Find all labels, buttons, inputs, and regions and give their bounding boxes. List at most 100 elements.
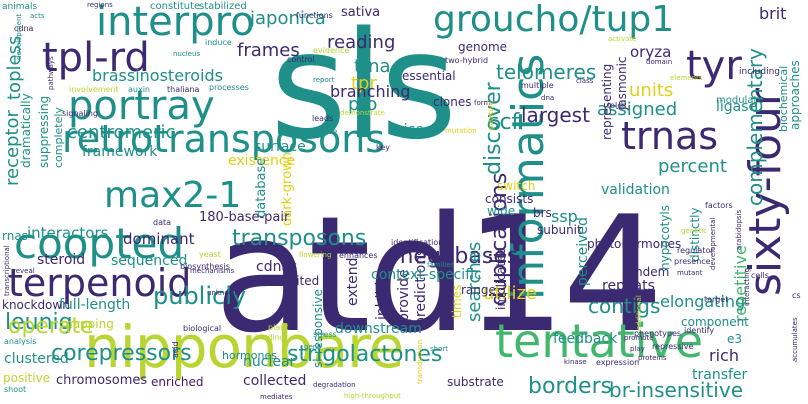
word-operate: operate [8, 314, 94, 339]
word-percent: percent [658, 156, 727, 177]
word-phenotypes: phenotypes [634, 329, 682, 338]
word-180-base-pair: 180-base-pair [199, 210, 290, 225]
word-hypocotyls: hypocotyls [658, 205, 672, 270]
word-approaches: approaches [788, 60, 802, 130]
word-genome: genome [458, 40, 508, 54]
word-animals: animals [2, 2, 38, 12]
word-additional: additional [635, 295, 643, 330]
word-component: component [681, 315, 749, 329]
word-clones: clones [433, 95, 472, 109]
word-binding: binding [255, 333, 285, 342]
word-short: short [430, 345, 448, 353]
word-nucleus: nucleus [173, 50, 201, 58]
word-constitute: constitute [150, 1, 201, 12]
word-leunig: leunig [5, 310, 73, 335]
word-context-specific: context-specific [371, 267, 482, 283]
word-mediates: mediates [260, 393, 293, 401]
word-atd14: atd14 [214, 181, 664, 368]
word-class: class [576, 77, 594, 85]
word-including: including [739, 67, 780, 77]
word-interactors: interactors [27, 224, 109, 242]
word-japonica: japonica [250, 8, 326, 29]
word-collected: collected [243, 373, 307, 389]
word-elements: elements [670, 74, 703, 82]
word-interpro: interpro [96, 0, 255, 45]
word-assigned: assigned [597, 99, 678, 120]
word-terpenoid: terpenoid [8, 261, 192, 305]
word-dramatically: dramatically [19, 93, 33, 168]
word-modulate: modulate [716, 95, 764, 106]
word-genetic: genetic [681, 227, 708, 235]
word-arabidopsis: arabidopsis [735, 209, 743, 250]
word-acid: acid [171, 341, 180, 358]
word-biosynthesis: biosynthesis [180, 262, 230, 271]
word-scf: scf [488, 110, 520, 135]
word-factors: factors [705, 201, 733, 210]
word-strigolactones: strigolactones [287, 342, 443, 367]
word-publicly: publicly [153, 282, 247, 310]
word-repressive: repressive [652, 342, 694, 351]
word-nuclear: nuclear [243, 354, 296, 370]
word-telomeres: telomeres [496, 60, 597, 84]
word-ssp: ssp [551, 207, 578, 226]
word-cells: cells [751, 271, 769, 280]
word-sls: sls [270, 0, 457, 172]
word-putative: putative [487, 100, 495, 130]
word-developmental: developmental [709, 217, 717, 270]
word-oryza: oryza [630, 43, 672, 61]
word-identify: identify [684, 326, 715, 335]
word-transduction: transduction [416, 339, 424, 384]
word-full-length: full-length [59, 297, 131, 313]
word-brassinosteroids: brassinosteroids [92, 66, 223, 85]
word-plant: plant [268, 323, 289, 332]
word-contigs: contigs [588, 294, 661, 318]
word-regulator: regulator [677, 246, 714, 255]
word-portray: portray [68, 83, 215, 129]
word-tentative: tentative [495, 314, 704, 368]
word-clustered: clustered [4, 351, 69, 367]
word-consists: consists [485, 192, 534, 206]
word-data: data [153, 218, 172, 227]
word-tpr: tpr [351, 73, 377, 94]
word-reading: reading [327, 32, 396, 53]
word-gene: gene [304, 343, 322, 351]
word-rich: rich [709, 346, 739, 365]
word-range: range [461, 283, 496, 297]
word-high-throughput: high-throughput [344, 392, 401, 400]
word-presence: presence [674, 257, 711, 266]
word-diverse: diverse [308, 127, 338, 136]
word-rice: rice [398, 122, 424, 138]
word-suppressing: suppressing [37, 95, 51, 168]
word-mutation: mutation [445, 127, 477, 135]
word-units: units [629, 80, 674, 101]
word-multiple: multiple [521, 81, 554, 90]
word-enhances: enhances [339, 251, 378, 260]
word-repeats: repeats [602, 278, 655, 294]
word-transcriptional: transcriptional [3, 245, 11, 296]
word-transposons: transposons [232, 226, 367, 251]
word-signaling: signaling [62, 109, 99, 118]
word-trnas: trnas [621, 114, 719, 158]
word-degradation: degradation [313, 381, 356, 389]
word-coopted: coopted [14, 219, 185, 268]
word-target: target [704, 295, 729, 304]
word-involvement: involvement [69, 85, 119, 94]
word-dominant: dominant [123, 230, 195, 248]
word-utilize: utilize [483, 283, 537, 304]
word-unknown: unknown [207, 289, 239, 297]
word-predictions: predictions [413, 248, 429, 326]
word-two-hybrid: two-hybrid [445, 56, 489, 65]
word-essential: essential [402, 69, 456, 83]
word-roles: roles [607, 101, 627, 110]
word-brs: brs [533, 206, 552, 220]
word-retrotransposons: retrotransposons [62, 117, 386, 161]
word-evidence: evidence [313, 46, 350, 55]
word-extend: extend [345, 257, 361, 306]
word-largest: largest [521, 103, 590, 127]
word-interacting: interacting [743, 267, 751, 306]
word-play: play [630, 345, 645, 353]
word-flowering: flowering [299, 251, 332, 259]
word-dna: dna [541, 94, 555, 102]
word-identification: identification [391, 238, 444, 247]
word-expression: expression [596, 358, 640, 367]
